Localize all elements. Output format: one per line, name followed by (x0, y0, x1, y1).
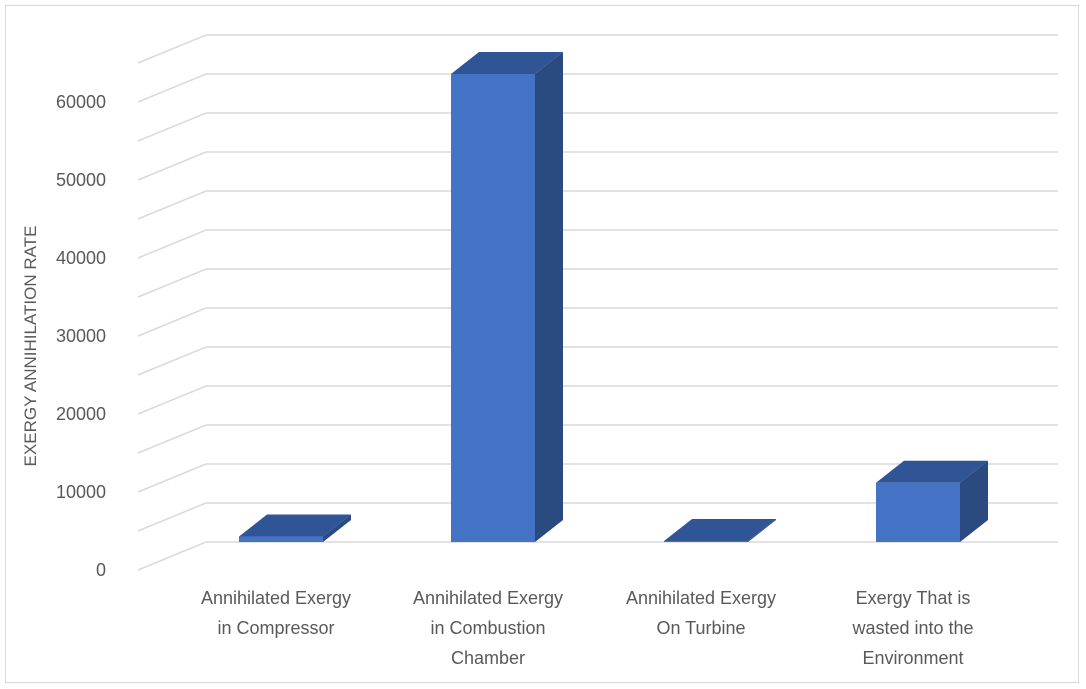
x-tick-label: Exergy That is (856, 588, 971, 608)
gridline (137, 190, 1058, 220)
bar (876, 482, 960, 542)
bar-top (876, 460, 988, 483)
chart-container: 0 10000 20000 30000 40000 50000 60000 EXERGY AN… (5, 5, 1079, 683)
gridline (137, 151, 1058, 181)
bar-top (451, 52, 563, 74)
bar-top (664, 519, 776, 541)
x-tick-label: Chamber (451, 648, 525, 668)
y-tick-label: 60000 (56, 92, 106, 112)
bar-side (323, 514, 351, 542)
gridline (137, 268, 1058, 298)
y-tick-label: 30000 (56, 326, 106, 346)
gridline (137, 346, 1058, 376)
x-tick-label: Annihilated Exergy (626, 588, 776, 608)
gridline (137, 112, 1058, 142)
y-tick-label: 20000 (56, 404, 106, 424)
bar-side (535, 52, 563, 542)
bar-side (960, 460, 988, 542)
gridline (137, 463, 1058, 493)
gridline (137, 424, 1058, 454)
x-tick-label: in Compressor (217, 618, 334, 638)
bar-chart-3d: 0 10000 20000 30000 40000 50000 60000 EXERGY AN… (21, 34, 1058, 668)
x-tick-label: On Turbine (656, 618, 745, 638)
gridline (137, 73, 1058, 103)
y-tick-label: 50000 (56, 170, 106, 190)
gridline (137, 229, 1058, 259)
gridline (137, 385, 1058, 415)
gridline (137, 307, 1058, 337)
bar-side (748, 519, 776, 542)
x-tick-label: Annihilated Exergy (413, 588, 563, 608)
gridline (137, 34, 1058, 64)
y-axis-label: EXERGY ANNIHILATION RATE (21, 226, 40, 467)
bar (239, 536, 323, 542)
bar (664, 541, 748, 542)
y-tick-label: 10000 (56, 482, 106, 502)
gridline (137, 502, 1058, 532)
y-tick-label: 40000 (56, 248, 106, 268)
bar (451, 74, 535, 542)
y-tick-label: 0 (96, 560, 106, 580)
x-tick-label: Annihilated Exergy (201, 588, 351, 608)
x-tick-label: in Combustion (430, 618, 545, 638)
x-tick-label: Environment (862, 648, 963, 668)
bar-top (239, 514, 351, 537)
gridline (137, 541, 1058, 571)
x-tick-label: wasted into the (851, 618, 973, 638)
